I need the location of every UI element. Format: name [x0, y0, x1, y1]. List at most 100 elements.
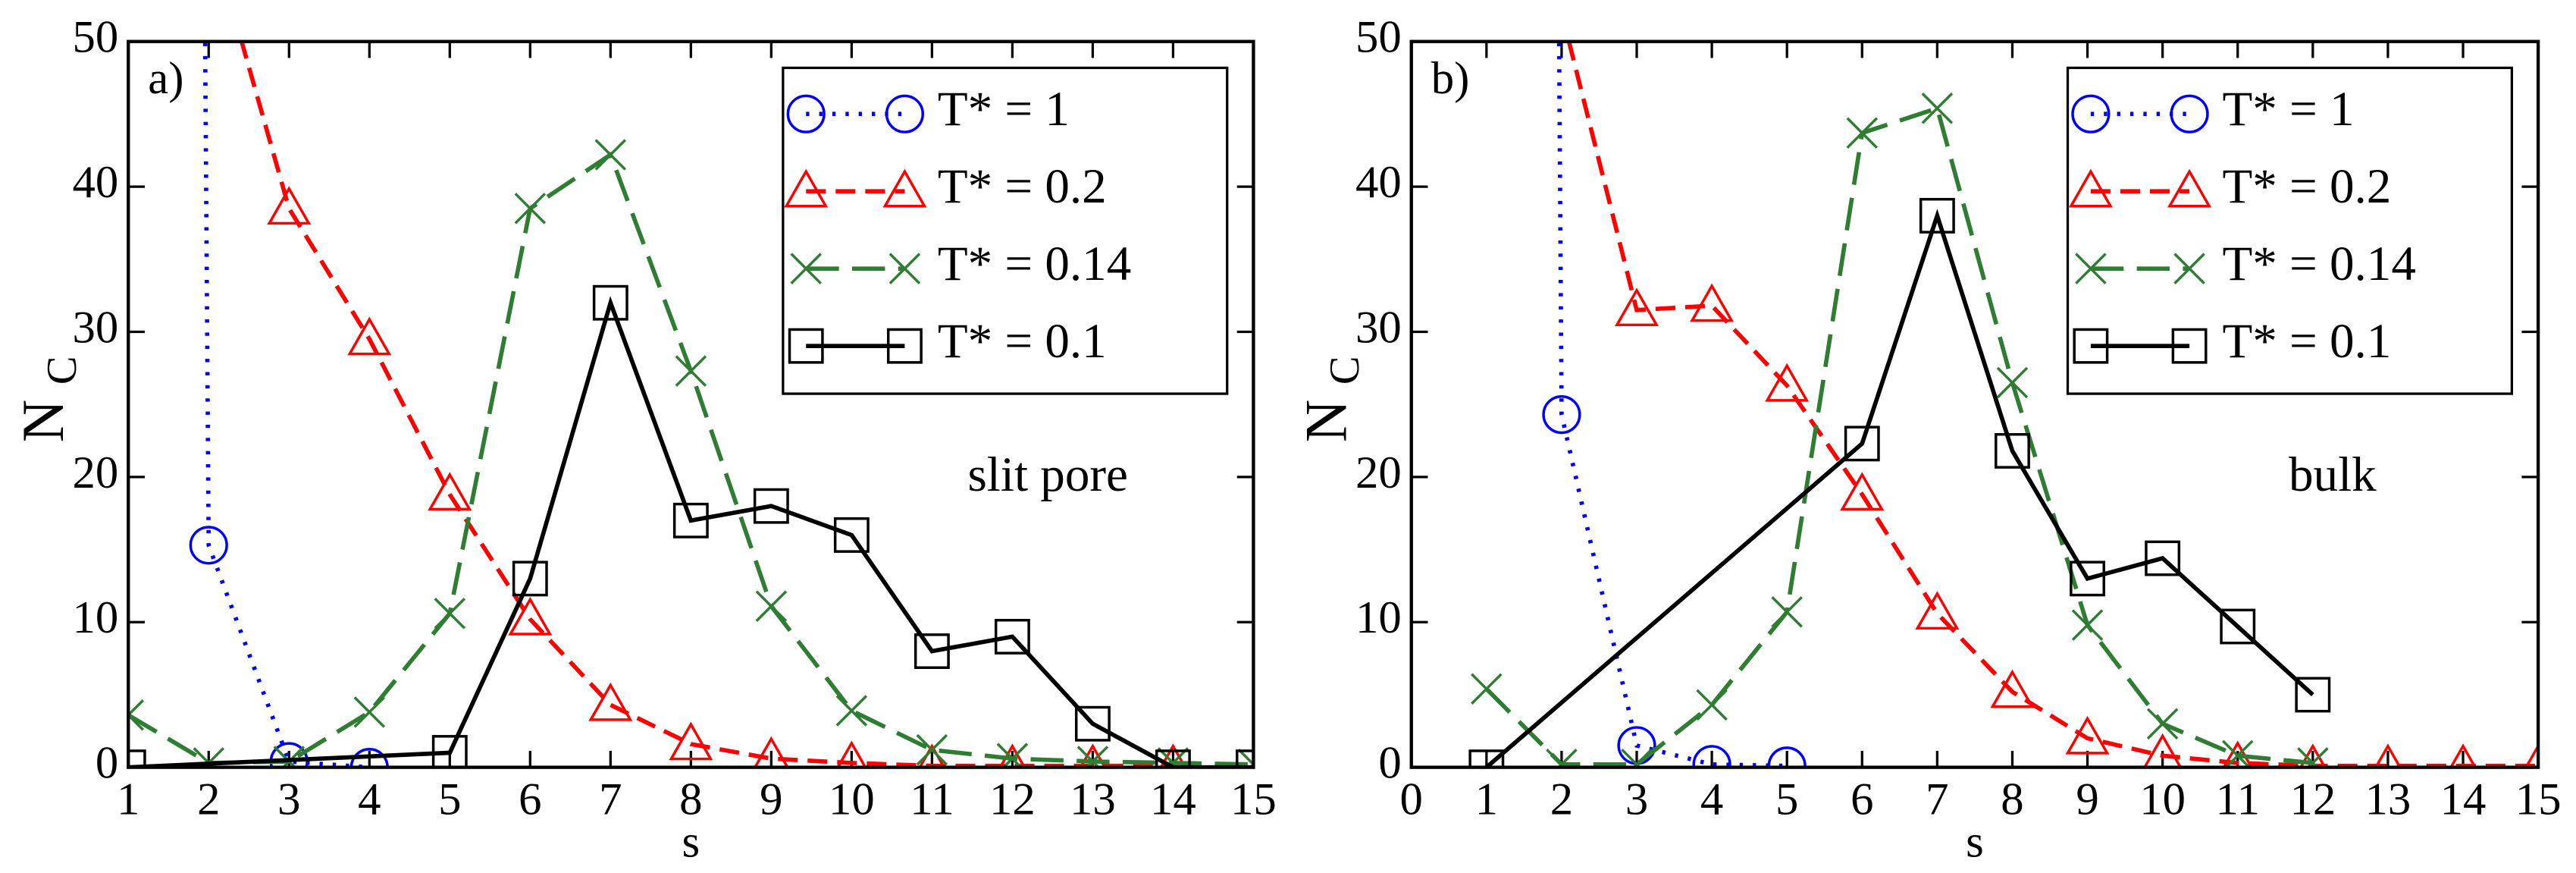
marker: [1692, 745, 1731, 768]
marker: [833, 517, 870, 553]
annotation: slit pore: [967, 447, 1127, 502]
x-tick-label: 1: [117, 774, 139, 824]
legend-label: T* = 1: [938, 82, 1070, 137]
legend-marker: [2071, 94, 2111, 133]
y-tick-label: 0: [96, 738, 118, 789]
x-tick-label: 9: [2076, 774, 2098, 824]
panel: 1 2 3 4 5 6 7 8 9 10 11 12 13 14 1501020304050sNCa)T* …: [10, 12, 1277, 868]
marker: [998, 743, 1026, 768]
x-tick-label: 15: [1230, 774, 1277, 824]
legend-label: T* = 0.2: [2222, 159, 2391, 214]
marker: [1915, 591, 1960, 630]
x-tick-label: 15: [2515, 774, 2562, 824]
x-tick-label: 8: [2001, 774, 2023, 824]
legend-marker: [784, 168, 829, 208]
y-tick-label: 50: [72, 12, 118, 63]
legend-marker: [2167, 168, 2212, 208]
x-tick-label: 14: [1150, 774, 1196, 824]
legend-marker: [788, 328, 824, 364]
x-tick-label: 6: [1851, 774, 1873, 824]
panel-label: a): [148, 53, 183, 104]
y-tick-label: 0: [1378, 738, 1401, 789]
y-axis-label-sub: C: [1321, 356, 1368, 385]
x-tick-label: 12: [989, 774, 1036, 824]
marker: [836, 740, 867, 768]
marker: [918, 743, 946, 768]
marker: [2071, 609, 2104, 641]
marker: [753, 736, 789, 768]
marker: [1621, 749, 1653, 768]
series-line: [1556, 41, 1788, 768]
legend-box: [782, 66, 1229, 395]
marker: [1696, 689, 1728, 721]
marker: [2070, 561, 2105, 597]
plot-area: [128, 41, 1254, 768]
marker: [914, 633, 950, 669]
marker: [189, 526, 228, 565]
marker: [1614, 287, 1659, 327]
x-tick-label: 5: [438, 774, 461, 824]
series-line: [239, 41, 1174, 768]
annotation: bulk: [2289, 447, 2377, 502]
marker: [2295, 677, 2331, 713]
y-axis-label: NC: [10, 356, 86, 443]
x-tick-label: 4: [1700, 774, 1723, 824]
marker: [996, 743, 1029, 768]
marker: [994, 618, 1030, 655]
marker: [347, 316, 392, 356]
legend-label: T* = 0.14: [938, 237, 1131, 291]
x-tick-label: 0: [1400, 774, 1423, 824]
x-tick-label: 10: [2139, 774, 2186, 824]
legend-label: T* = 0.2: [938, 159, 1107, 214]
x-tick-label: 11: [2215, 774, 2260, 824]
x-tick-label: 4: [358, 774, 381, 824]
marker: [1846, 117, 1879, 149]
y-tick-label: 30: [1355, 302, 1402, 353]
marker: [512, 561, 548, 597]
marker: [2374, 743, 2402, 768]
marker: [1542, 394, 1581, 435]
series-line: [202, 41, 370, 768]
legend-marker: [2073, 328, 2109, 364]
x-tick-label: 9: [760, 774, 782, 824]
marker: [1076, 746, 1109, 768]
legend-marker: [790, 253, 822, 284]
marker: [2143, 733, 2183, 768]
y-tick-label: 50: [1355, 12, 1402, 63]
marker: [1546, 749, 1578, 768]
y-tick-label: 40: [72, 157, 118, 208]
marker: [1844, 426, 1880, 462]
legend-label: T* = 1: [2222, 82, 2354, 137]
marker: [1990, 669, 2035, 708]
marker: [431, 735, 468, 768]
legend-label: T* = 0.1: [938, 314, 1107, 369]
x-tick-label: 1: [1475, 774, 1498, 824]
x-tick-label: 5: [1775, 774, 1798, 824]
x-tick-label: 14: [2440, 774, 2487, 824]
legend-marker: [885, 94, 925, 133]
legend-marker: [2075, 253, 2107, 284]
marker: [1690, 283, 1735, 322]
marker: [1840, 472, 1885, 511]
legend-box: [2066, 66, 2514, 395]
y-tick-label: 10: [1355, 592, 1402, 643]
legend-label: T* = 0.14: [2222, 237, 2415, 291]
marker: [514, 193, 547, 225]
marker: [1471, 673, 1503, 705]
marker: [1468, 749, 1505, 768]
marker: [916, 733, 948, 766]
y-axis-label-sub: C: [39, 356, 86, 385]
x-tick-label: 12: [2289, 774, 2336, 824]
marker: [669, 721, 713, 761]
marker: [2222, 740, 2253, 768]
marker: [2524, 743, 2539, 768]
legend-label: T* = 0.1: [2222, 314, 2391, 369]
marker: [1919, 197, 1955, 234]
series-line: [1484, 105, 2314, 767]
x-tick-label: 11: [910, 774, 954, 824]
x-tick-label: 3: [277, 774, 300, 824]
legend-marker: [2171, 328, 2208, 364]
marker: [1157, 747, 1189, 768]
marker: [1542, 0, 1581, 27]
